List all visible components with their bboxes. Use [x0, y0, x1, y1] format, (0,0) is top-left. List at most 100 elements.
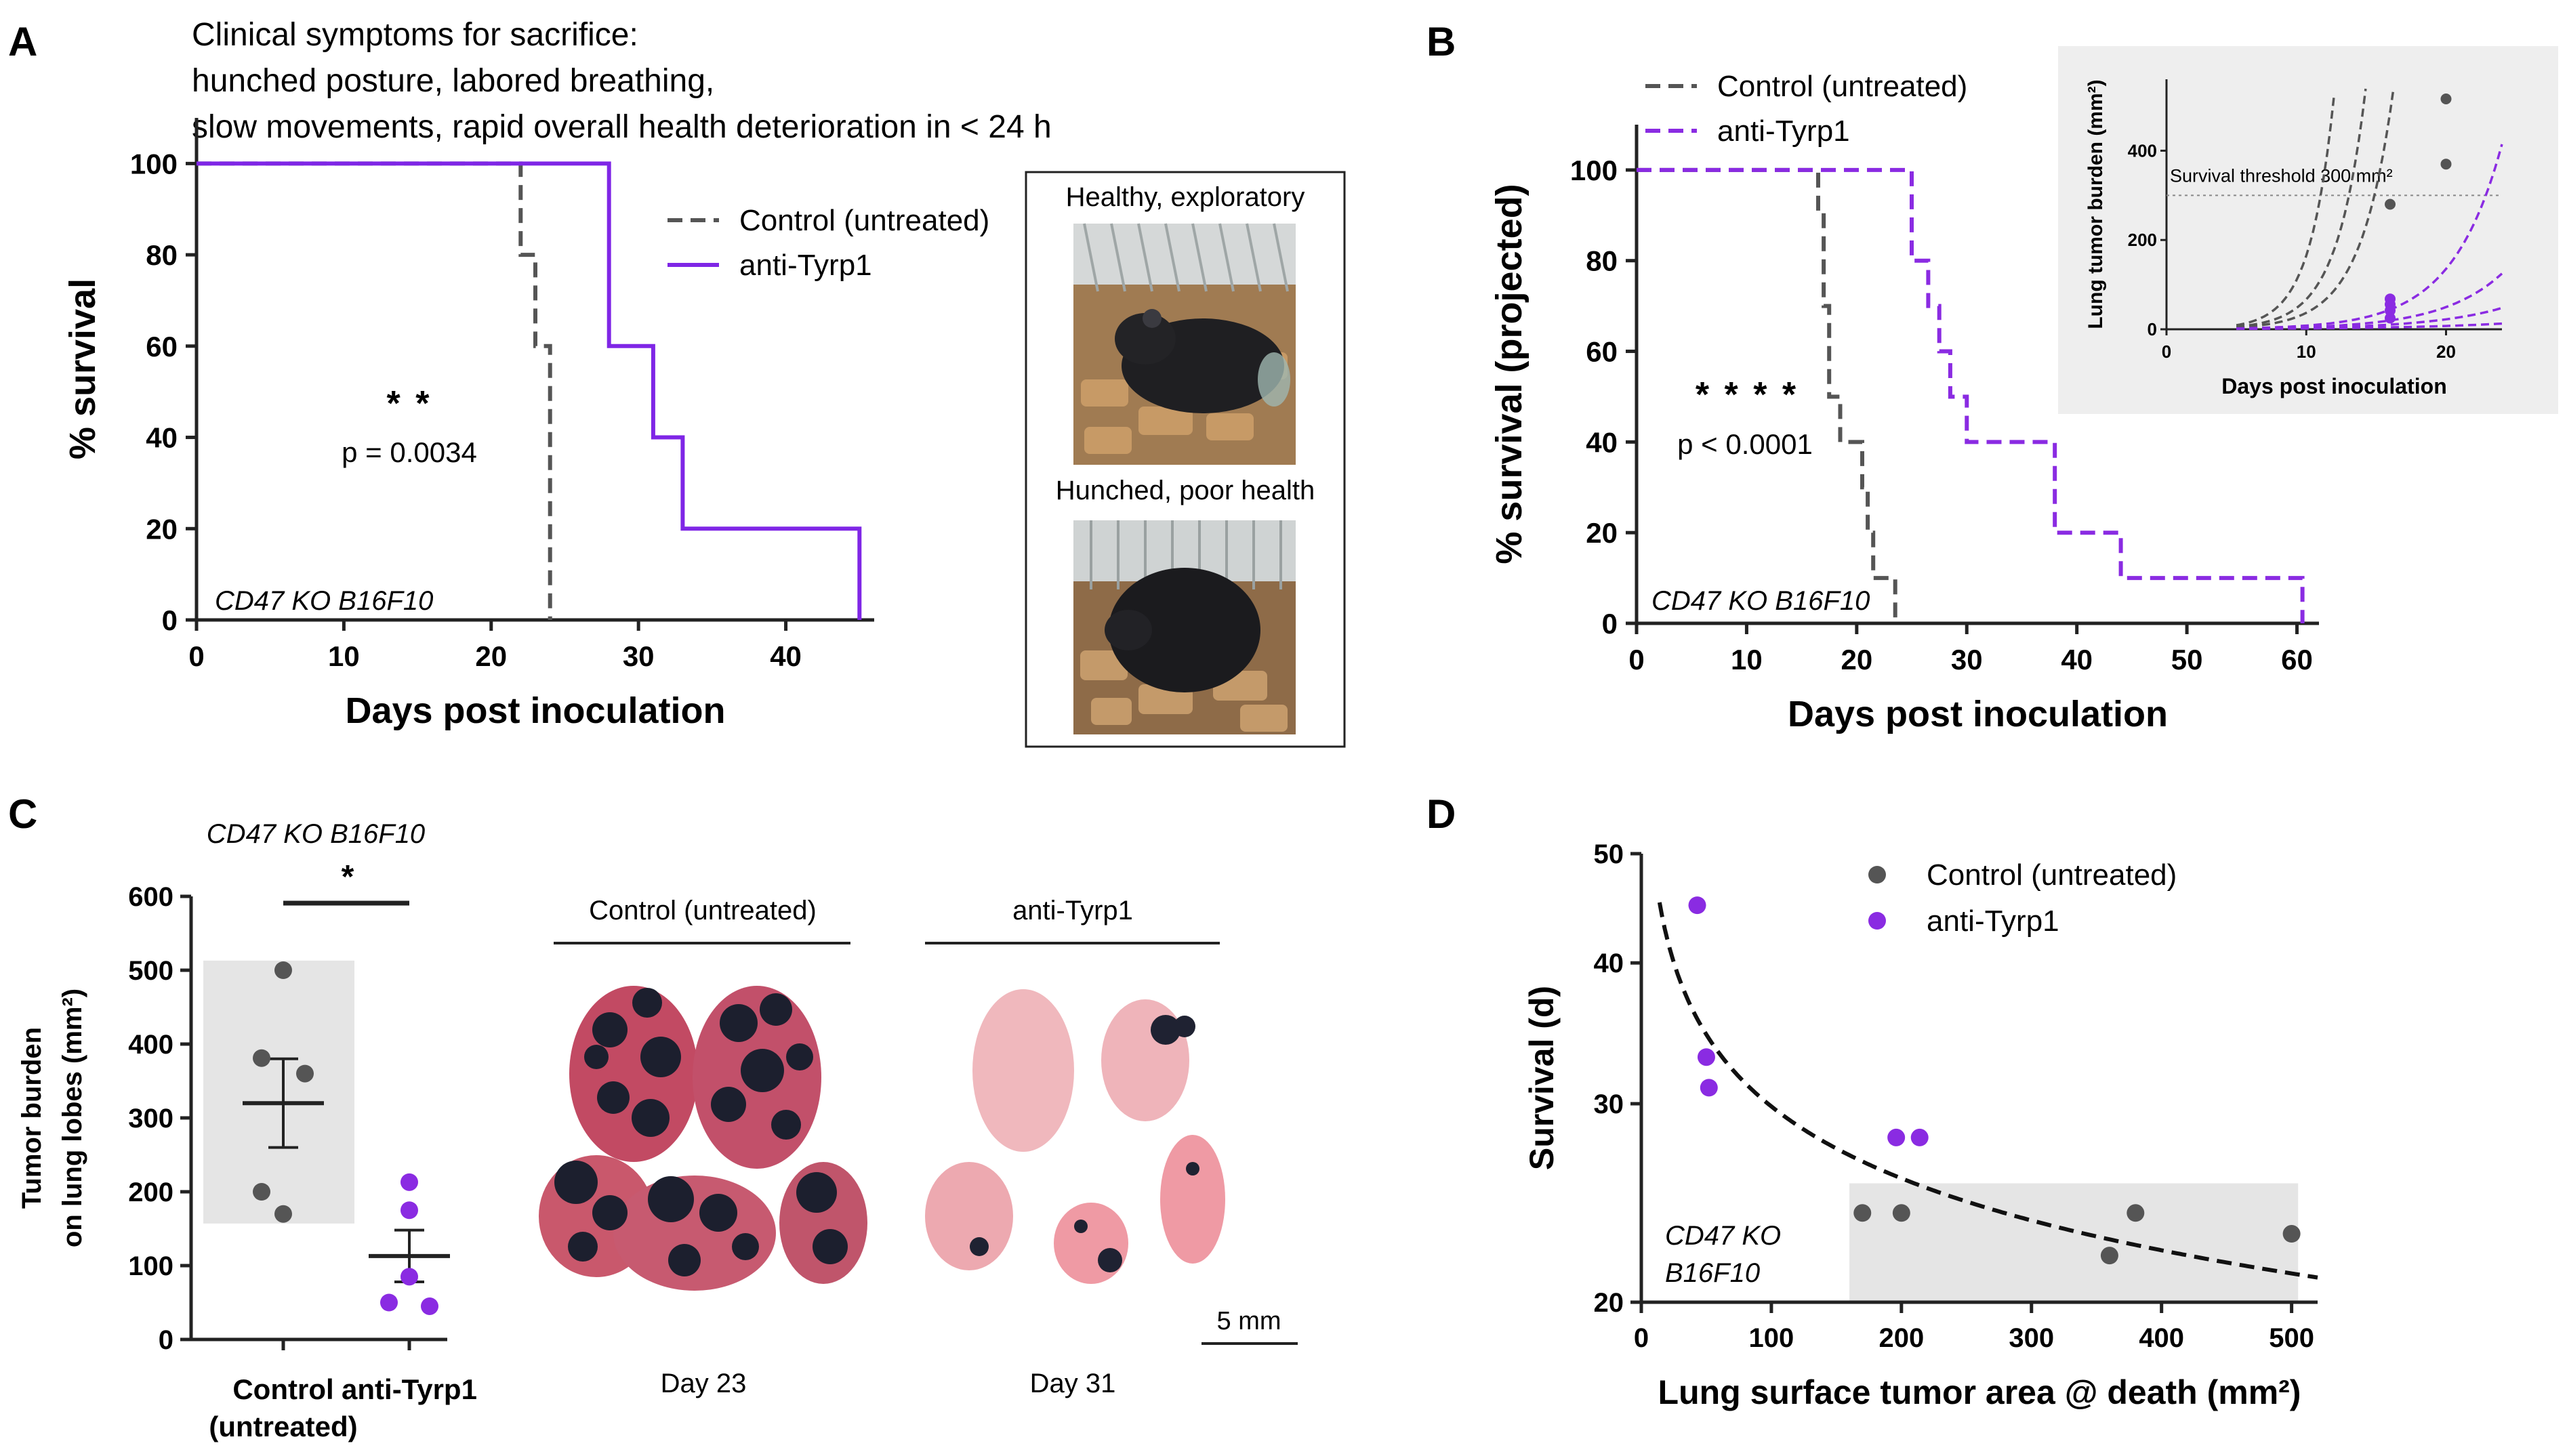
legend-label-control: Control (untreated): [739, 204, 989, 237]
significance-stars: * *: [387, 384, 432, 423]
y-tick-label: 100: [130, 148, 178, 180]
data-point-antityrp1: [380, 1293, 398, 1312]
x-tick-label: 0: [188, 640, 204, 672]
x-tick-label: 300: [2009, 1323, 2054, 1353]
x-tick-label: 40: [2061, 644, 2093, 675]
x-tick-label: 60: [2281, 644, 2313, 675]
x-tick-label: 30: [623, 640, 655, 672]
y-tick-label: 20: [146, 513, 178, 545]
photo-healthy-mouse: [1073, 223, 1296, 465]
data-point-antityrp1: [401, 1268, 418, 1286]
threshold-label: Survival threshold 300 mm²: [2170, 165, 2393, 186]
data-point-antityrp1: [401, 1173, 418, 1191]
data-point-control: [2100, 1247, 2118, 1265]
data-point-control: [253, 1183, 270, 1201]
y-tick-label: 0: [159, 1325, 173, 1355]
inset-x-tick-label: 0: [2162, 341, 2171, 362]
lungs-antityrp1-photo: [925, 989, 1225, 1284]
panel-d: D 0 100 200 300 400 500 20 30 40 50 Lung surface t…: [1426, 791, 2318, 1411]
panel-c-chart: 0 100 200 300 400 500 600 CD47 KO B16F10 * Tumor …: [17, 819, 477, 1442]
data-point-antityrp1: [1688, 896, 1706, 915]
y-tick-label: 300: [128, 1104, 173, 1133]
inset-y-axis-title: Lung tumor burden (mm²): [2085, 79, 2107, 329]
data-point-antityrp1: [1910, 1128, 1929, 1146]
panel-a-header-line-1: Clinical symptoms for sacrifice:: [192, 17, 638, 53]
photo-hunched-mouse: [1073, 520, 1296, 734]
y-tick-label: 0: [1602, 608, 1618, 640]
panel-a-header-line-3: slow movements, rapid overall health det…: [192, 109, 1052, 145]
survival-curve-control: [197, 161, 552, 620]
data-point-control: [2282, 1225, 2301, 1243]
data-point-antityrp1: [1887, 1128, 1906, 1146]
panel-b-label: B: [1426, 19, 1456, 64]
y-tick-label: 60: [146, 331, 178, 362]
scale-bar-label: 5 mm: [1217, 1307, 1281, 1335]
y-tick-label: 20: [1594, 1288, 1624, 1318]
y-tick-label: 100: [1570, 154, 1618, 186]
y-tick-label: 600: [128, 882, 173, 912]
legend-marker-antityrp1: [1868, 912, 1886, 930]
shaded-box: [1849, 1183, 2299, 1302]
category-label: Control: [232, 1373, 333, 1405]
survival-curve-antityrp1: [197, 161, 862, 620]
significance-star: *: [342, 859, 354, 895]
cell-line-label: CD47 KO: [1665, 1221, 1781, 1251]
data-point-control: [296, 1064, 314, 1083]
x-tick-label: 30: [1951, 644, 1983, 675]
inset-data-point: [2385, 305, 2396, 316]
panel-c-label: C: [8, 791, 37, 837]
inset-x-tick-label: 10: [2297, 341, 2316, 362]
inset-data-point: [2440, 93, 2452, 104]
panel-a-label: A: [8, 19, 37, 64]
inset-growth-curve: [2236, 322, 2503, 331]
y-tick-label: 500: [128, 956, 173, 986]
y-axis-title: % survival (projected): [1489, 184, 1529, 564]
data-point-control: [1892, 1204, 1910, 1222]
legend-label-control: Control (untreated): [1717, 70, 1967, 103]
photo-caption-healthy: Healthy, exploratory: [1066, 182, 1305, 212]
shaded-range: [203, 960, 354, 1224]
legend-label-control: Control (untreated): [1927, 858, 2177, 892]
day-label-antityrp1: Day 31: [1030, 1369, 1116, 1398]
y-axis-title: Survival (d): [1523, 986, 1561, 1170]
survival-curve-antityrp1: [1637, 167, 2305, 623]
day-label-control: Day 23: [661, 1369, 747, 1398]
y-tick-label: 0: [162, 604, 178, 636]
inset-y-tick-label: 400: [2128, 140, 2157, 161]
lungs-control-photo: [539, 986, 867, 1291]
y-tick-label: 200: [128, 1178, 173, 1207]
legend-label-antityrp1: anti-Tyrp1: [1717, 115, 1850, 148]
data-point-control: [2127, 1204, 2145, 1222]
data-point-control: [274, 961, 292, 979]
x-tick-label: 500: [2269, 1323, 2314, 1353]
photo-caption-hunched: Hunched, poor health: [1056, 476, 1315, 505]
y-axis-title: % survival: [62, 278, 103, 459]
chart-c-title: CD47 KO B16F10: [207, 819, 425, 849]
panel-a-header-line-2: hunched posture, labored breathing,: [192, 63, 714, 99]
x-tick-label: 200: [1878, 1323, 1924, 1353]
lung-photos: Control (untreated) anti-Tyrp1: [539, 896, 1298, 1398]
p-value: p < 0.0001: [1677, 428, 1813, 460]
x-tick-label: 10: [1731, 644, 1763, 675]
fit-curve: [1657, 902, 2318, 1280]
y-tick-label: 400: [128, 1030, 173, 1060]
y-tick-label: 80: [146, 239, 178, 271]
inset-x-tick-label: 20: [2436, 341, 2456, 362]
x-axis-title: Days post inoculation: [345, 690, 725, 731]
inset-growth-curve: [2236, 87, 2395, 329]
x-tick-label: 0: [1634, 1323, 1649, 1353]
panel-a-chart: 0 10 20 30 40 0 20 40 60 80 100 Days post inoculati…: [62, 118, 989, 731]
legend-marker-control: [1868, 866, 1886, 883]
x-tick-label: 20: [475, 640, 507, 672]
data-point-antityrp1: [401, 1201, 418, 1220]
x-tick-label: 40: [770, 640, 802, 672]
category-label: anti-Tyrp1: [342, 1373, 477, 1405]
x-tick-label: 400: [2139, 1323, 2184, 1353]
inset-data-point: [2385, 312, 2396, 324]
inset-data-point: [2385, 199, 2396, 210]
inset-y-tick-label: 0: [2148, 319, 2157, 339]
x-tick-label: 10: [328, 640, 360, 672]
